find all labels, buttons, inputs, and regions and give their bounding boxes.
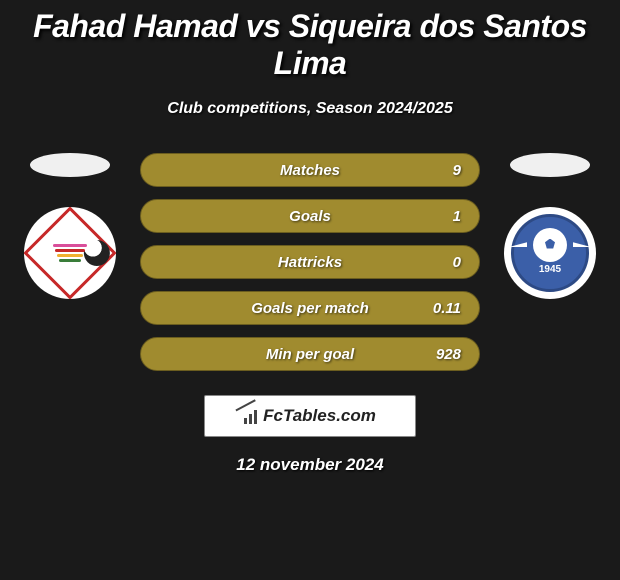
stat-label: Hattricks [278,254,342,271]
stat-value: 1 [453,208,461,225]
right-club-badge: 1945 [504,207,596,299]
left-flag-icon [30,153,110,177]
main-row: Matches 9 Goals 1 Hattricks 0 Goals per … [0,153,620,371]
stat-row-min-per-goal: Min per goal 928 [140,337,480,371]
stat-row-matches: Matches 9 [140,153,480,187]
comparison-card: Fahad Hamad vs Siqueira dos Santos Lima … [0,0,620,475]
chart-icon [244,408,257,424]
badge-year: 1945 [539,264,561,275]
stat-label: Goals [289,208,331,225]
subtitle: Club competitions, Season 2024/2025 [0,100,620,118]
stat-row-goals-per-match: Goals per match 0.11 [140,291,480,325]
date-text: 12 november 2024 [236,455,383,475]
left-column [20,153,120,299]
stat-value: 0 [453,254,461,271]
stat-row-goals: Goals 1 [140,199,480,233]
page-title: Fahad Hamad vs Siqueira dos Santos Lima [0,8,620,82]
stat-label: Goals per match [251,300,369,317]
brand-text: FcTables.com [263,406,376,426]
right-column: 1945 [500,153,600,299]
right-flag-icon [510,153,590,177]
stat-label: Matches [280,162,340,179]
stat-row-hattricks: Hattricks 0 [140,245,480,279]
stat-value: 9 [453,162,461,179]
stat-value: 928 [436,346,461,363]
left-club-badge [24,207,116,299]
footer: FcTables.com 12 november 2024 [0,395,620,475]
stat-label: Min per goal [266,346,354,363]
stats-column: Matches 9 Goals 1 Hattricks 0 Goals per … [140,153,480,371]
brand-link[interactable]: FcTables.com [204,395,416,437]
stat-value: 0.11 [433,300,461,317]
